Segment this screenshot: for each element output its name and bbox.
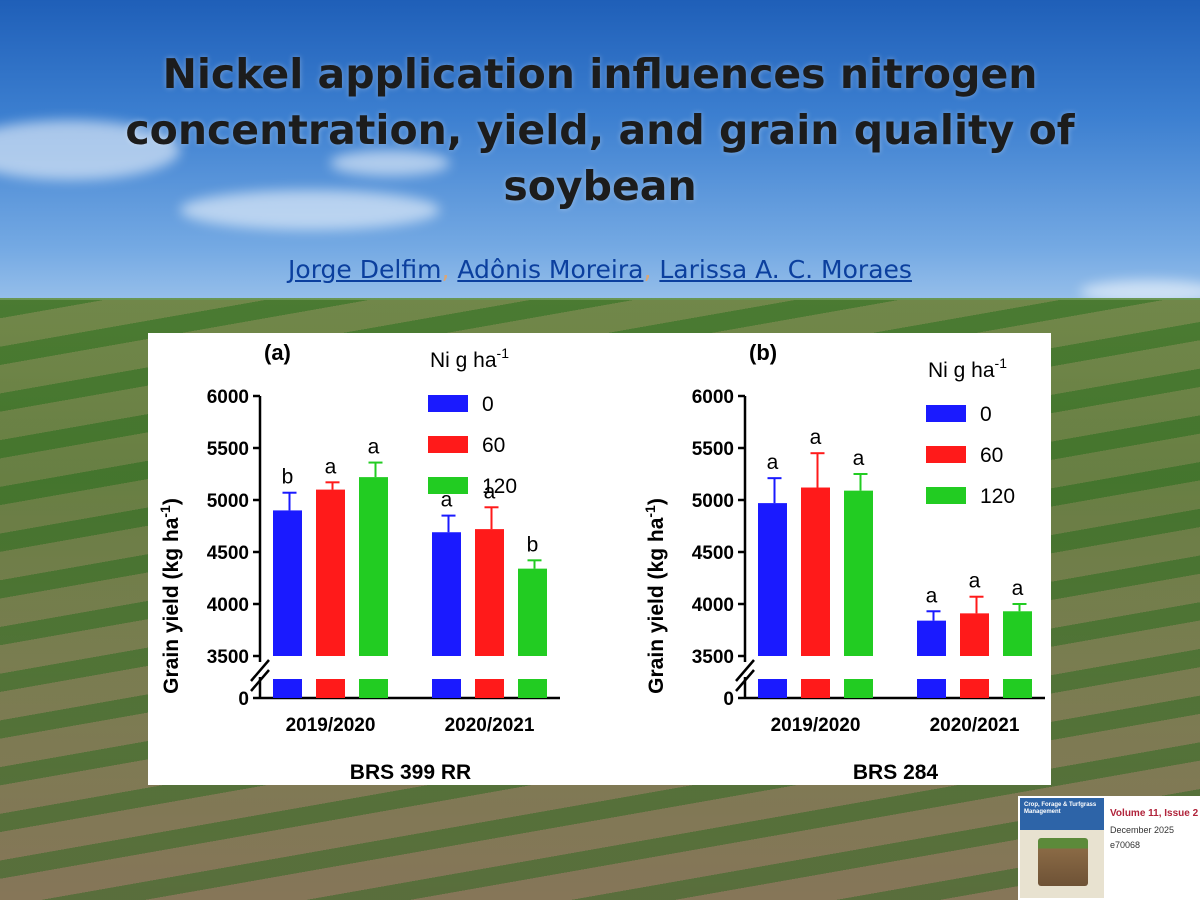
significance-letter: a [441, 489, 453, 512]
significance-letter: a [853, 447, 865, 470]
cloud [330, 150, 450, 176]
page-title: Nickel application influences nitrogen c… [125, 50, 1075, 210]
journal-cover[interactable]: Crop, Forage & Turfgrass Management [1020, 798, 1104, 898]
y-tick-label: 4000 [207, 595, 249, 616]
panel-label: (a) [264, 340, 291, 365]
x-tick-label: 2020/2021 [930, 715, 1020, 736]
bar [917, 620, 946, 656]
bar [1003, 611, 1032, 656]
legend-label: 0 [482, 393, 494, 416]
cultivar-label: BRS 284 [853, 761, 939, 784]
author-link[interactable]: Adônis Moreira [457, 255, 644, 284]
axis-break-mark [250, 669, 270, 692]
bar-base [758, 679, 787, 698]
significance-letter: a [325, 455, 337, 478]
y-axis-label: Grain yield (kg ha-1) [157, 498, 183, 694]
author-list: Jorge Delfim, Adônis Moreira, Larissa A.… [100, 255, 1100, 284]
bar [758, 503, 787, 656]
bar [273, 510, 302, 656]
legend-label: 60 [980, 444, 1003, 467]
y-tick-label: 4500 [692, 543, 734, 564]
axis-break-mark [735, 659, 755, 682]
bar [960, 613, 989, 656]
y-tick-label: 0 [723, 689, 734, 710]
author-link[interactable]: Jorge Delfim [288, 255, 442, 284]
bar-base [844, 679, 873, 698]
cloud [180, 190, 440, 230]
significance-letter: b [527, 533, 539, 556]
legend-swatch [926, 446, 966, 463]
x-tick-label: 2019/2020 [771, 715, 861, 736]
bar [475, 529, 504, 656]
y-axis-label: Grain yield (kg ha-1) [642, 498, 668, 694]
legend-label: 120 [980, 485, 1015, 508]
bar [518, 568, 547, 656]
significance-letter: a [767, 451, 779, 474]
author-separator: , [441, 255, 458, 284]
significance-letter: a [926, 584, 938, 607]
y-tick-label: 3500 [207, 647, 249, 668]
y-tick-label: 6000 [692, 387, 734, 408]
bar-base [1003, 679, 1032, 698]
legend-swatch [926, 487, 966, 504]
y-tick-label: 4500 [207, 543, 249, 564]
author-separator: , [643, 255, 660, 284]
legend-title: Ni g ha-1 [430, 345, 509, 372]
bar-base [359, 679, 388, 698]
bar [432, 532, 461, 656]
legend-swatch [428, 436, 468, 453]
cultivar-label: BRS 399 RR [350, 761, 471, 784]
chart-figure: (a) 3500 4000 4500 5000 5500 6000 0 Grain yield … [148, 333, 1051, 785]
bar-base [801, 679, 830, 698]
bar-base [316, 679, 345, 698]
bar-base [432, 679, 461, 698]
y-tick-label: 5000 [207, 491, 249, 512]
journal-info[interactable]: Crop, Forage & Turfgrass Management Volu… [1018, 796, 1200, 900]
bar-base [917, 679, 946, 698]
significance-letter: a [810, 426, 822, 449]
y-tick-label: 5500 [692, 439, 734, 460]
y-tick-label: 6000 [207, 387, 249, 408]
y-tick-label: 0 [238, 689, 249, 710]
y-tick-label: 4000 [692, 595, 734, 616]
significance-letter: a [1012, 577, 1024, 600]
soil-core-image [1038, 838, 1088, 886]
y-tick-label: 3500 [692, 647, 734, 668]
legend-label: 0 [980, 403, 992, 426]
x-tick-label: 2020/2021 [445, 715, 535, 736]
significance-letter: a [969, 570, 981, 593]
journal-cover-title: Crop, Forage & Turfgrass Management [1024, 802, 1097, 815]
legend-swatch [926, 405, 966, 422]
bar [359, 477, 388, 656]
y-tick-label: 5500 [207, 439, 249, 460]
significance-letter: a [368, 436, 380, 459]
bar [316, 489, 345, 656]
bar-base [960, 679, 989, 698]
bar-base [518, 679, 547, 698]
legend-label: 120 [482, 475, 517, 498]
legend-swatch [428, 477, 468, 494]
bar-base [273, 679, 302, 698]
legend-label: 60 [482, 434, 505, 457]
journal-volume: Volume 11, Issue 2 [1110, 808, 1199, 819]
bar [844, 490, 873, 656]
y-tick-label: 5000 [692, 491, 734, 512]
author-link[interactable]: Larissa A. C. Moraes [659, 255, 912, 284]
significance-letter: b [282, 466, 294, 489]
bar [801, 487, 830, 656]
panel-label: (b) [749, 340, 777, 365]
axis-break-mark [735, 669, 755, 692]
bar-base [475, 679, 504, 698]
article-id: e70068 [1110, 840, 1141, 850]
legend-swatch [428, 395, 468, 412]
legend-title: Ni g ha-1 [928, 355, 1007, 382]
significance-letter: a [484, 480, 496, 503]
sky [0, 0, 1200, 330]
cloud [0, 120, 180, 180]
axis-break-mark [250, 659, 270, 682]
journal-date: December 2025 [1110, 825, 1175, 835]
x-tick-label: 2019/2020 [286, 715, 376, 736]
